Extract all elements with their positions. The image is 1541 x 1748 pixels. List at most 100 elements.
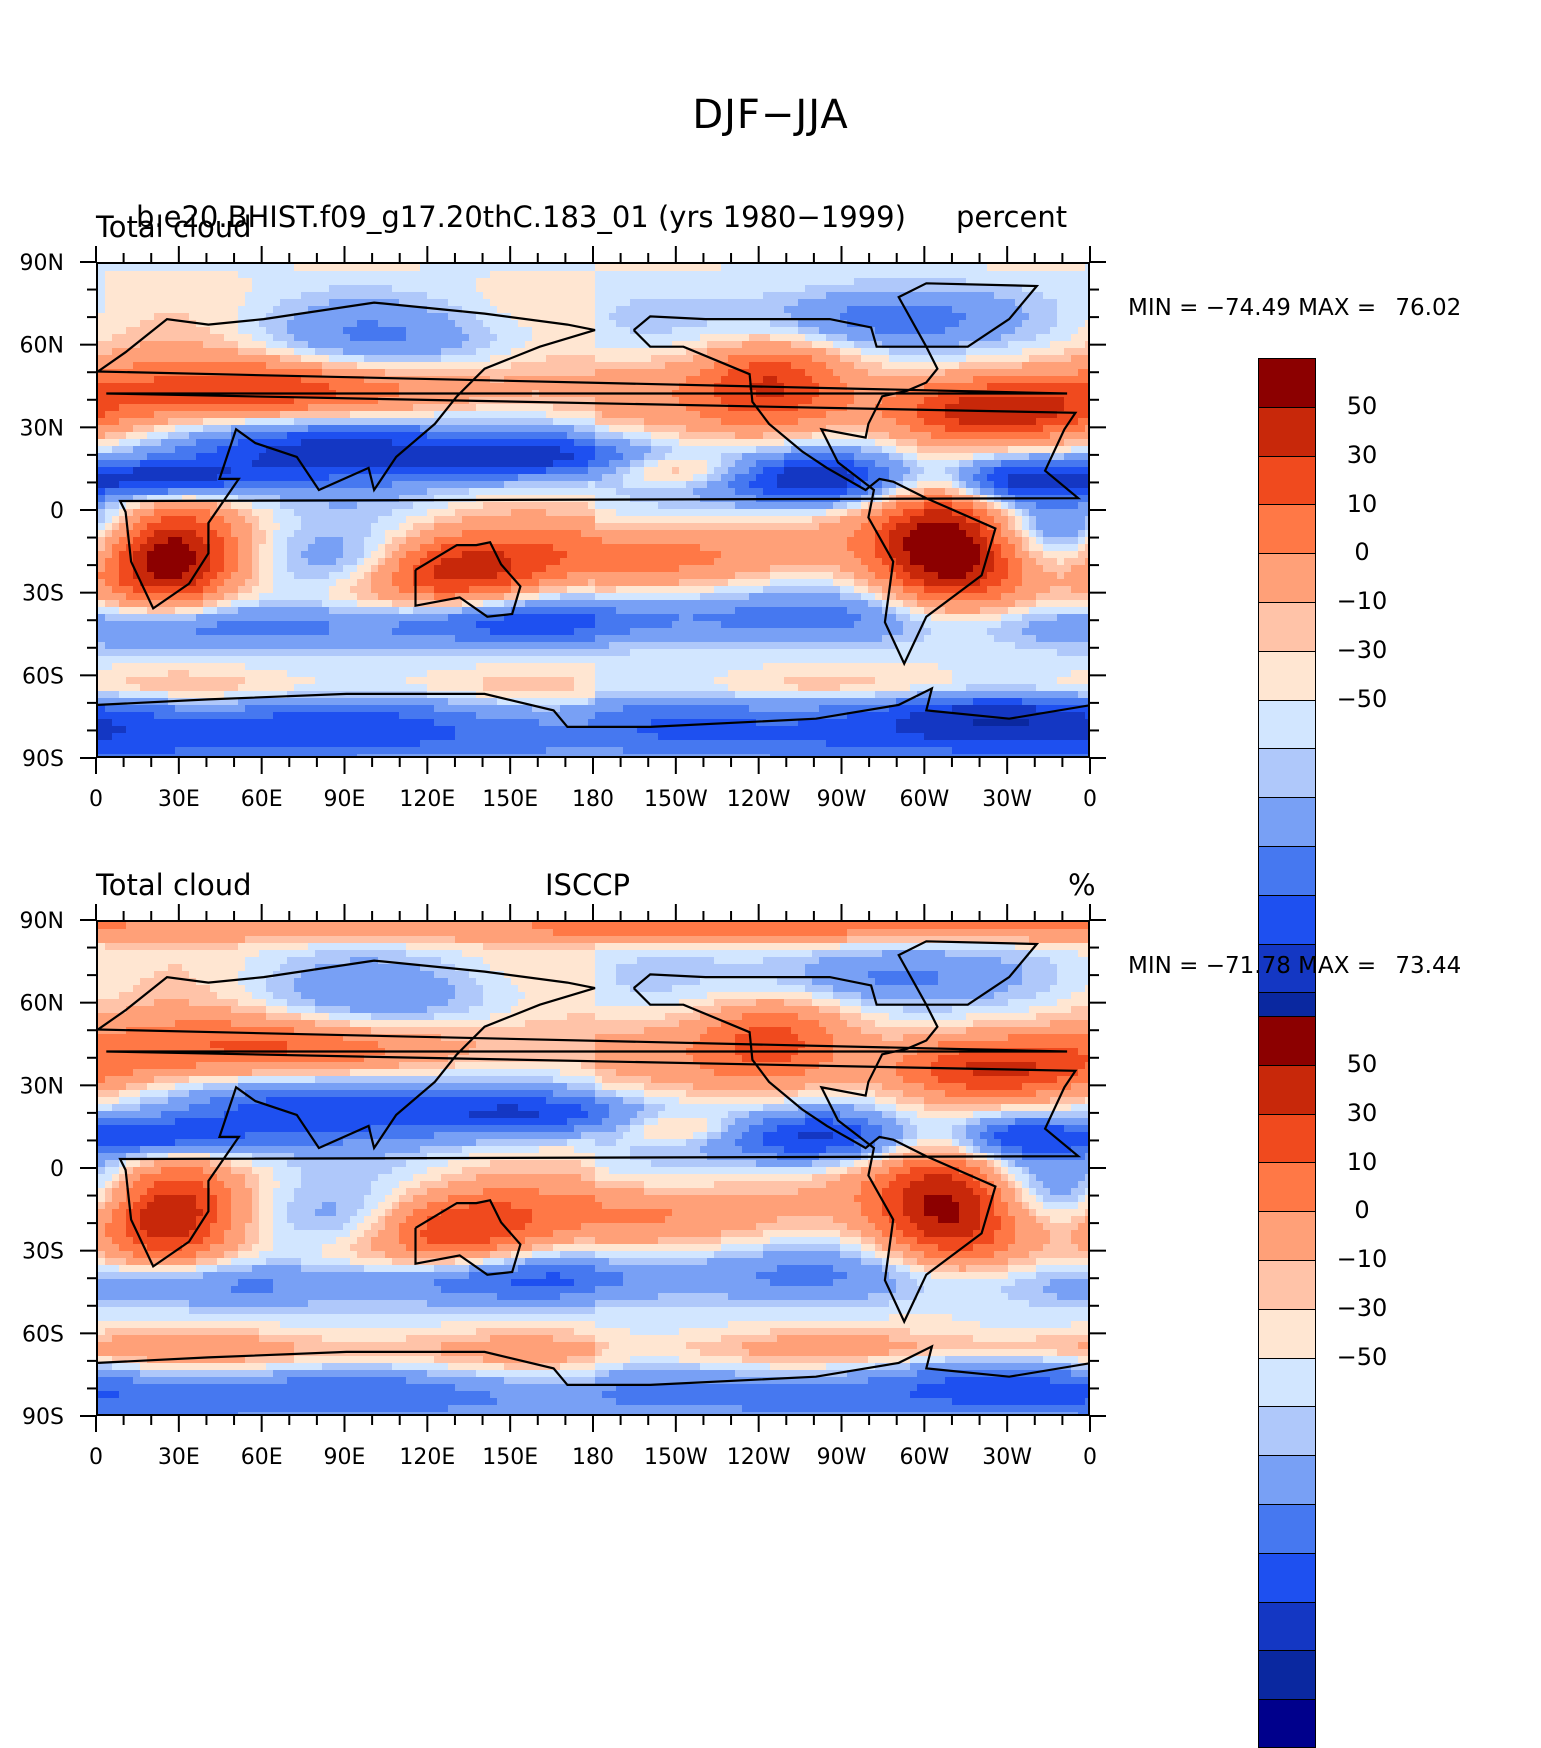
field-cell [1029,446,1037,454]
field-cell [889,306,897,314]
field-cell [686,460,694,468]
field-cell [350,397,358,405]
field-cell [875,446,883,454]
field-cell [560,327,568,335]
field-cell [882,418,890,426]
field-cell [763,327,771,335]
field-cell [1008,446,1016,454]
field-cell [665,376,673,384]
field-cell [525,453,533,461]
field-cell [637,313,645,321]
field-cell [315,383,323,391]
field-cell [469,362,477,370]
field-cell [770,369,778,377]
field-cell [777,271,785,279]
field-cell [504,481,512,489]
field-cell [133,383,141,391]
field-cell [371,467,379,475]
field-cell [406,355,414,363]
field-cell [840,446,848,454]
field-cell [175,460,183,468]
field-cell [343,320,351,328]
field-cell [882,502,890,510]
field-cell [588,299,596,307]
field-cell [735,488,743,496]
field-cell [301,460,309,468]
field-cell [245,362,253,370]
field-cell [574,404,582,412]
field-cell [329,495,337,503]
field-cell [434,341,442,349]
field-cell [1008,418,1016,426]
field-cell [938,453,946,461]
field-cell [609,425,617,433]
field-cell [1064,439,1072,447]
field-cell [119,313,127,321]
field-cell [770,271,778,279]
field-cell [980,474,988,482]
field-cell [462,411,470,419]
field-cell [833,439,841,447]
field-cell [1001,446,1009,454]
field-cell [826,292,834,300]
field-cell [1015,383,1023,391]
field-cell [182,411,190,419]
field-cell [406,341,414,349]
field-cell [602,425,610,433]
field-cell [980,481,988,489]
field-cell [588,453,596,461]
field-cell [105,299,113,307]
field-cell [371,397,379,405]
field-cell [308,425,316,433]
field-cell [987,285,995,293]
field-cell [133,404,141,412]
field-cell [133,292,141,300]
field-cell [399,481,407,489]
field-cell [259,271,267,279]
field-cell [476,348,484,356]
field-cell [609,376,617,384]
field-cell [756,481,764,489]
field-cell [224,369,232,377]
field-cell [231,362,239,370]
field-cell [735,376,743,384]
field-cell [245,509,253,517]
field-cell [742,313,750,321]
field-cell [588,432,596,440]
field-cell [581,376,589,384]
field-cell [791,278,799,286]
field-cell [903,411,911,419]
field-cell [567,313,575,321]
field-cell [161,432,169,440]
field-cell [532,488,540,496]
field-cell [1022,313,1030,321]
field-cell [266,355,274,363]
field-cell [259,285,267,293]
field-cell [301,348,309,356]
field-cell [112,313,120,321]
field-cell [735,341,743,349]
field-cell [308,488,316,496]
field-cell [455,446,463,454]
field-cell [903,264,911,272]
field-cell [322,278,330,286]
field-cell [217,397,225,405]
field-cell [833,271,841,279]
field-cell [315,397,323,405]
field-cell [742,341,750,349]
field-cell [770,411,778,419]
field-cell [504,299,512,307]
field-cell [413,404,421,412]
field-cell [1001,376,1009,384]
field-cell [665,432,673,440]
field-cell [175,439,183,447]
field-cell [609,334,617,342]
field-cell [616,404,624,412]
field-cell [1050,404,1058,412]
field-cell [630,306,638,314]
field-cell [854,411,862,419]
field-cell [1036,467,1044,475]
field-cell [329,439,337,447]
field-cell [98,418,106,426]
field-cell [420,411,428,419]
